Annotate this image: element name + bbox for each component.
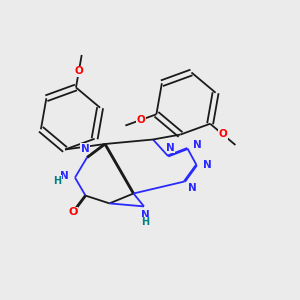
Text: O: O <box>136 115 145 125</box>
Text: N: N <box>60 171 69 181</box>
Text: N: N <box>166 142 175 153</box>
Text: N: N <box>80 143 89 154</box>
Text: O: O <box>218 129 227 140</box>
Text: N: N <box>202 160 211 170</box>
Text: N: N <box>188 183 196 193</box>
Text: N: N <box>141 210 150 220</box>
Text: O: O <box>68 207 78 218</box>
Text: H: H <box>53 176 61 186</box>
Text: H: H <box>141 217 150 227</box>
Text: N: N <box>193 140 202 150</box>
Text: O: O <box>74 66 83 76</box>
